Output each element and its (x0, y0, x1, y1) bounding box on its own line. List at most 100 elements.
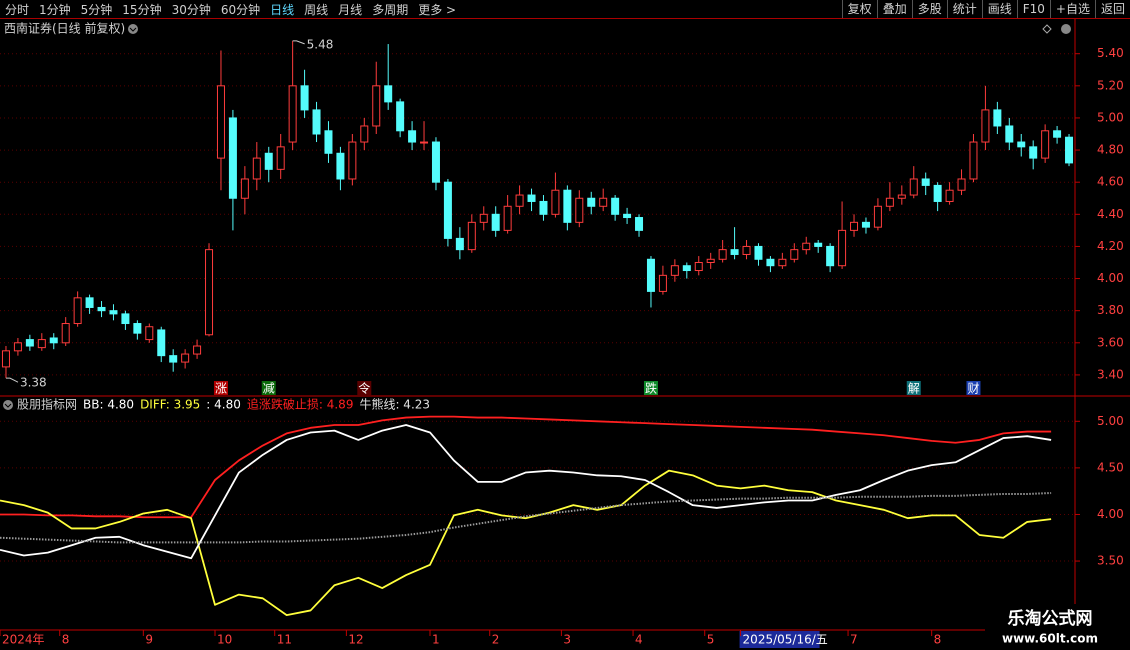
candle-body (288, 85, 297, 143)
y-tick-label: 5.00 (1097, 414, 1124, 428)
tool-button[interactable]: +自选 (1049, 0, 1095, 18)
period-tab[interactable]: 更多 > (418, 2, 457, 17)
legend-entry: 牛熊线: 4.23 (359, 397, 430, 412)
candle-body (682, 265, 691, 272)
candle-body (766, 258, 775, 267)
x-tick-label: 2025/05/16/五 (743, 633, 828, 647)
period-tab[interactable]: 30分钟 (171, 2, 211, 17)
indicator-line (0, 415, 1052, 519)
candle-body (121, 313, 130, 325)
period-tabs: 分时 1分钟 5分钟 15分钟 30分钟 60分钟 日线 周线 月线 多周期 更多 > (0, 0, 461, 18)
candle-body (133, 323, 142, 334)
candle-body (49, 337, 58, 344)
period-tab[interactable]: 60分钟 (220, 2, 261, 17)
y-tick-label: 3.50 (1097, 554, 1124, 568)
x-tick-label: 8 (934, 633, 942, 647)
y-tick-label: 4.00 (1097, 507, 1124, 521)
y-tick-label: 4.80 (1097, 143, 1124, 157)
candle-body (670, 265, 679, 276)
candle-body (216, 85, 225, 159)
indicator-line (0, 424, 1052, 560)
candle-body (897, 194, 906, 199)
tool-button[interactable]: 统计 (946, 0, 982, 18)
candle-body (850, 221, 859, 231)
period-tab[interactable]: 日线 (270, 2, 295, 17)
chart-title: 西南证券(日线 前复权) (4, 21, 125, 36)
candle-body (599, 197, 608, 207)
x-tick-label: 2024年 (2, 633, 45, 647)
candle-body (658, 274, 667, 292)
candle-body (1029, 146, 1038, 159)
candle-body (790, 249, 799, 260)
panel-menu-icon[interactable] (1061, 24, 1071, 34)
candle-body (300, 85, 309, 111)
candle-body (1017, 141, 1026, 148)
tool-button[interactable]: 多股 (911, 0, 947, 18)
period-tab[interactable]: 15分钟 (122, 2, 162, 17)
candle-body (730, 249, 739, 255)
x-tick-label: 5 (707, 633, 715, 647)
candle-body (264, 152, 273, 170)
candle-body (861, 221, 870, 228)
tool-button[interactable]: 画线 (981, 0, 1017, 18)
candle-body (228, 117, 237, 199)
candle-body (814, 242, 823, 247)
legend-entry: BB: 4.80 (83, 398, 134, 412)
x-tick-label: 2 (492, 633, 500, 647)
candle-body (957, 178, 966, 191)
event-marker (261, 381, 276, 395)
tool-button[interactable]: 返回 (1094, 0, 1130, 18)
candle-body (109, 310, 118, 315)
candle-body (443, 181, 452, 239)
tool-button[interactable]: F10 (1016, 0, 1050, 18)
y-tick-label: 4.20 (1097, 239, 1124, 253)
candle-body (503, 205, 512, 231)
candle-body (706, 258, 715, 263)
period-tab[interactable]: 周线 (304, 2, 329, 17)
y-tick-label: 3.80 (1097, 303, 1124, 317)
candle-body (420, 141, 429, 144)
x-tick-label: 12 (348, 633, 363, 647)
candle-body (646, 258, 655, 292)
period-tab[interactable]: 5分钟 (80, 2, 113, 17)
candle-body (252, 157, 261, 180)
candle-body (240, 178, 249, 199)
dropdown-icon[interactable] (3, 400, 13, 410)
candle-body (491, 213, 500, 231)
candle-body (754, 245, 763, 260)
tool-button[interactable]: 叠加 (876, 0, 912, 18)
candle-body (384, 85, 393, 103)
watermark-title: 乐淘公式网 (1008, 608, 1093, 629)
candle-body (1005, 125, 1014, 143)
candle-body (921, 178, 930, 186)
candle-body (563, 189, 572, 223)
candle-body (635, 217, 644, 231)
candle-body (539, 200, 548, 215)
candle-body (276, 146, 285, 170)
candle-body (718, 249, 727, 260)
candle-body (742, 245, 751, 255)
candle-body (348, 141, 357, 180)
candle-body (37, 339, 46, 349)
period-tab[interactable]: 多周期 (372, 2, 409, 17)
candle-body (575, 197, 584, 223)
period-tab[interactable]: 月线 (338, 2, 363, 17)
diamond-icon[interactable] (1042, 24, 1052, 34)
candle-body (85, 297, 94, 308)
tool-button[interactable]: 复权 (841, 0, 877, 18)
period-tab[interactable]: 分时 (5, 2, 30, 17)
legend-entry: DIFF: 3.95 (140, 398, 200, 412)
candle-body (1, 350, 10, 368)
x-tick-label: 10 (217, 633, 232, 647)
candle-body (826, 245, 835, 267)
candle-body (1053, 130, 1062, 138)
x-tick-label: 7 (850, 633, 858, 647)
y-tick-label: 3.40 (1097, 367, 1124, 381)
x-tick-label: 8 (62, 633, 70, 647)
candle-body (587, 197, 596, 207)
period-tab[interactable]: 1分钟 (39, 2, 71, 17)
dropdown-icon[interactable] (128, 24, 138, 34)
candle-body (945, 189, 954, 202)
y-tick-label: 4.40 (1097, 207, 1124, 221)
